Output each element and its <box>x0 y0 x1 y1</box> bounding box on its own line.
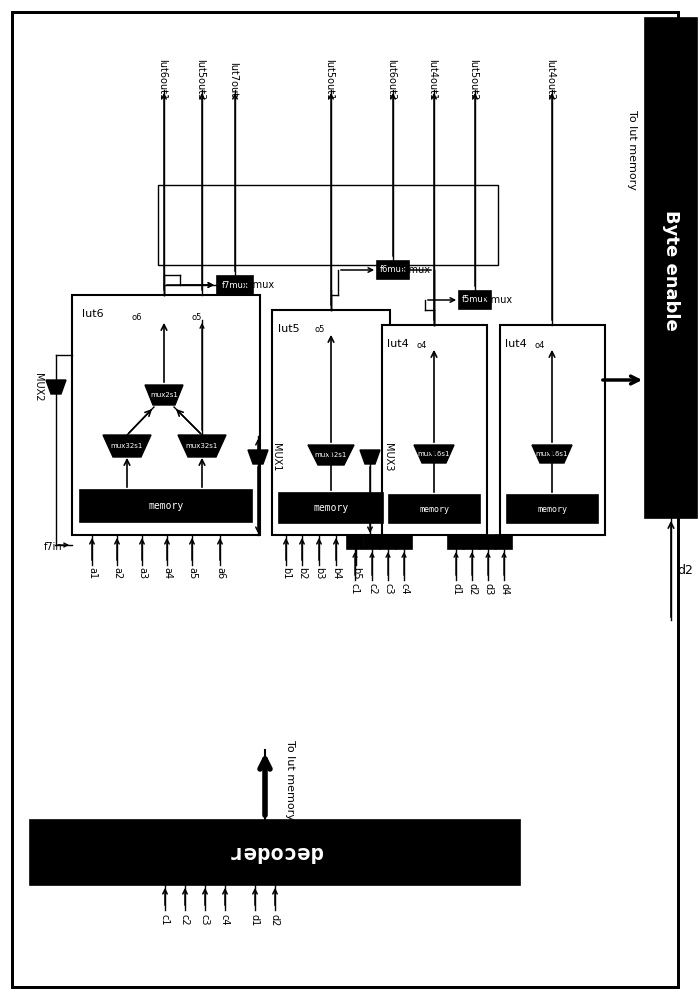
Bar <box>496 535 512 549</box>
Polygon shape <box>532 445 572 463</box>
Bar <box>217 276 253 294</box>
Bar <box>389 495 480 523</box>
Bar <box>480 535 496 549</box>
Text: d3: d3 <box>483 583 493 595</box>
Bar <box>380 535 396 549</box>
Bar <box>377 261 409 279</box>
Text: a1: a1 <box>87 567 97 579</box>
Text: f6mux: f6mux <box>400 265 430 275</box>
Text: c3: c3 <box>200 914 210 926</box>
Text: f5mux: f5mux <box>482 295 512 305</box>
Text: b5: b5 <box>351 567 361 579</box>
Text: c2: c2 <box>180 914 190 926</box>
Text: f6mux: f6mux <box>379 265 407 274</box>
Text: c1: c1 <box>160 914 170 926</box>
Bar <box>279 493 383 523</box>
Text: f7mux: f7mux <box>244 280 274 290</box>
Bar <box>507 495 598 523</box>
Text: lut4out1: lut4out1 <box>427 59 437 101</box>
Text: lut4: lut4 <box>387 339 409 349</box>
Text: mux2s1: mux2s1 <box>150 392 178 398</box>
Bar <box>500 325 605 535</box>
Text: lut5out3: lut5out3 <box>195 59 205 101</box>
Bar <box>347 535 363 549</box>
Text: To lut memory: To lut memory <box>285 740 295 820</box>
Bar <box>459 291 491 309</box>
Text: b4: b4 <box>331 567 341 579</box>
Text: a4: a4 <box>162 567 172 579</box>
Text: o5: o5 <box>192 312 202 322</box>
Polygon shape <box>308 445 354 465</box>
Text: memory: memory <box>537 504 567 514</box>
Text: lut4: lut4 <box>505 339 526 349</box>
Bar <box>645 18 697 518</box>
Polygon shape <box>178 435 226 457</box>
Polygon shape <box>414 445 454 463</box>
Text: lut6: lut6 <box>82 309 104 319</box>
Text: b1: b1 <box>281 567 291 579</box>
Text: d2: d2 <box>467 583 477 595</box>
Text: MUX2: MUX2 <box>33 373 43 401</box>
Text: decoder: decoder <box>228 842 322 862</box>
Text: mux32s1: mux32s1 <box>315 452 347 458</box>
Text: o5: o5 <box>315 326 326 334</box>
Bar <box>80 490 252 522</box>
Bar <box>382 325 487 535</box>
Text: memory: memory <box>419 504 449 514</box>
Text: c3: c3 <box>383 583 393 595</box>
Bar <box>396 535 412 549</box>
Bar <box>448 535 464 549</box>
Text: d2: d2 <box>270 914 280 926</box>
Bar <box>158 185 498 265</box>
Text: c4: c4 <box>399 583 409 595</box>
Text: mux16s1: mux16s1 <box>536 451 568 457</box>
Bar <box>30 820 520 885</box>
Text: MUX1: MUX1 <box>271 443 281 471</box>
Bar <box>364 535 380 549</box>
Text: a3: a3 <box>137 567 147 579</box>
Text: d4: d4 <box>499 583 509 595</box>
Text: c4: c4 <box>220 914 230 926</box>
Text: b3: b3 <box>314 567 324 579</box>
Text: b2: b2 <box>297 567 307 579</box>
Text: a6: a6 <box>215 567 225 579</box>
Polygon shape <box>248 450 268 464</box>
Text: lut6out2: lut6out2 <box>386 59 396 101</box>
Text: o6: o6 <box>132 312 142 322</box>
Text: mux16s1: mux16s1 <box>418 451 450 457</box>
Polygon shape <box>360 450 380 464</box>
Text: a5: a5 <box>187 567 197 579</box>
Text: f7mux: f7mux <box>222 280 248 290</box>
Text: lut4out2: lut4out2 <box>545 59 555 101</box>
Text: memory: memory <box>148 501 183 511</box>
Bar <box>464 535 480 549</box>
Text: lut5: lut5 <box>278 324 300 334</box>
Text: d1: d1 <box>250 914 260 926</box>
Polygon shape <box>103 435 151 457</box>
Text: c1: c1 <box>350 583 360 595</box>
Text: lut7out: lut7out <box>228 62 238 98</box>
Bar <box>72 295 260 535</box>
Text: To lut memory: To lut memory <box>627 110 637 190</box>
Polygon shape <box>145 385 183 405</box>
Text: memory: memory <box>314 503 349 513</box>
Text: a2: a2 <box>112 567 122 579</box>
Text: lut6out1: lut6out1 <box>157 59 167 101</box>
Polygon shape <box>46 380 66 394</box>
Text: mux32s1: mux32s1 <box>111 443 144 449</box>
Text: MUX3: MUX3 <box>383 443 393 471</box>
Text: Byte enable: Byte enable <box>662 210 680 330</box>
Text: lut5out2: lut5out2 <box>468 59 478 101</box>
Text: o4: o4 <box>535 340 545 350</box>
Bar <box>272 310 390 535</box>
Text: o4: o4 <box>416 340 427 350</box>
Text: f5mux: f5mux <box>461 296 489 304</box>
Text: c2: c2 <box>367 583 377 595</box>
Text: d2: d2 <box>677 564 693 576</box>
Text: d1: d1 <box>451 583 461 595</box>
Text: mux32s1: mux32s1 <box>186 443 218 449</box>
Text: f7in: f7in <box>44 542 62 552</box>
Text: lut5out1: lut5out1 <box>324 59 334 101</box>
